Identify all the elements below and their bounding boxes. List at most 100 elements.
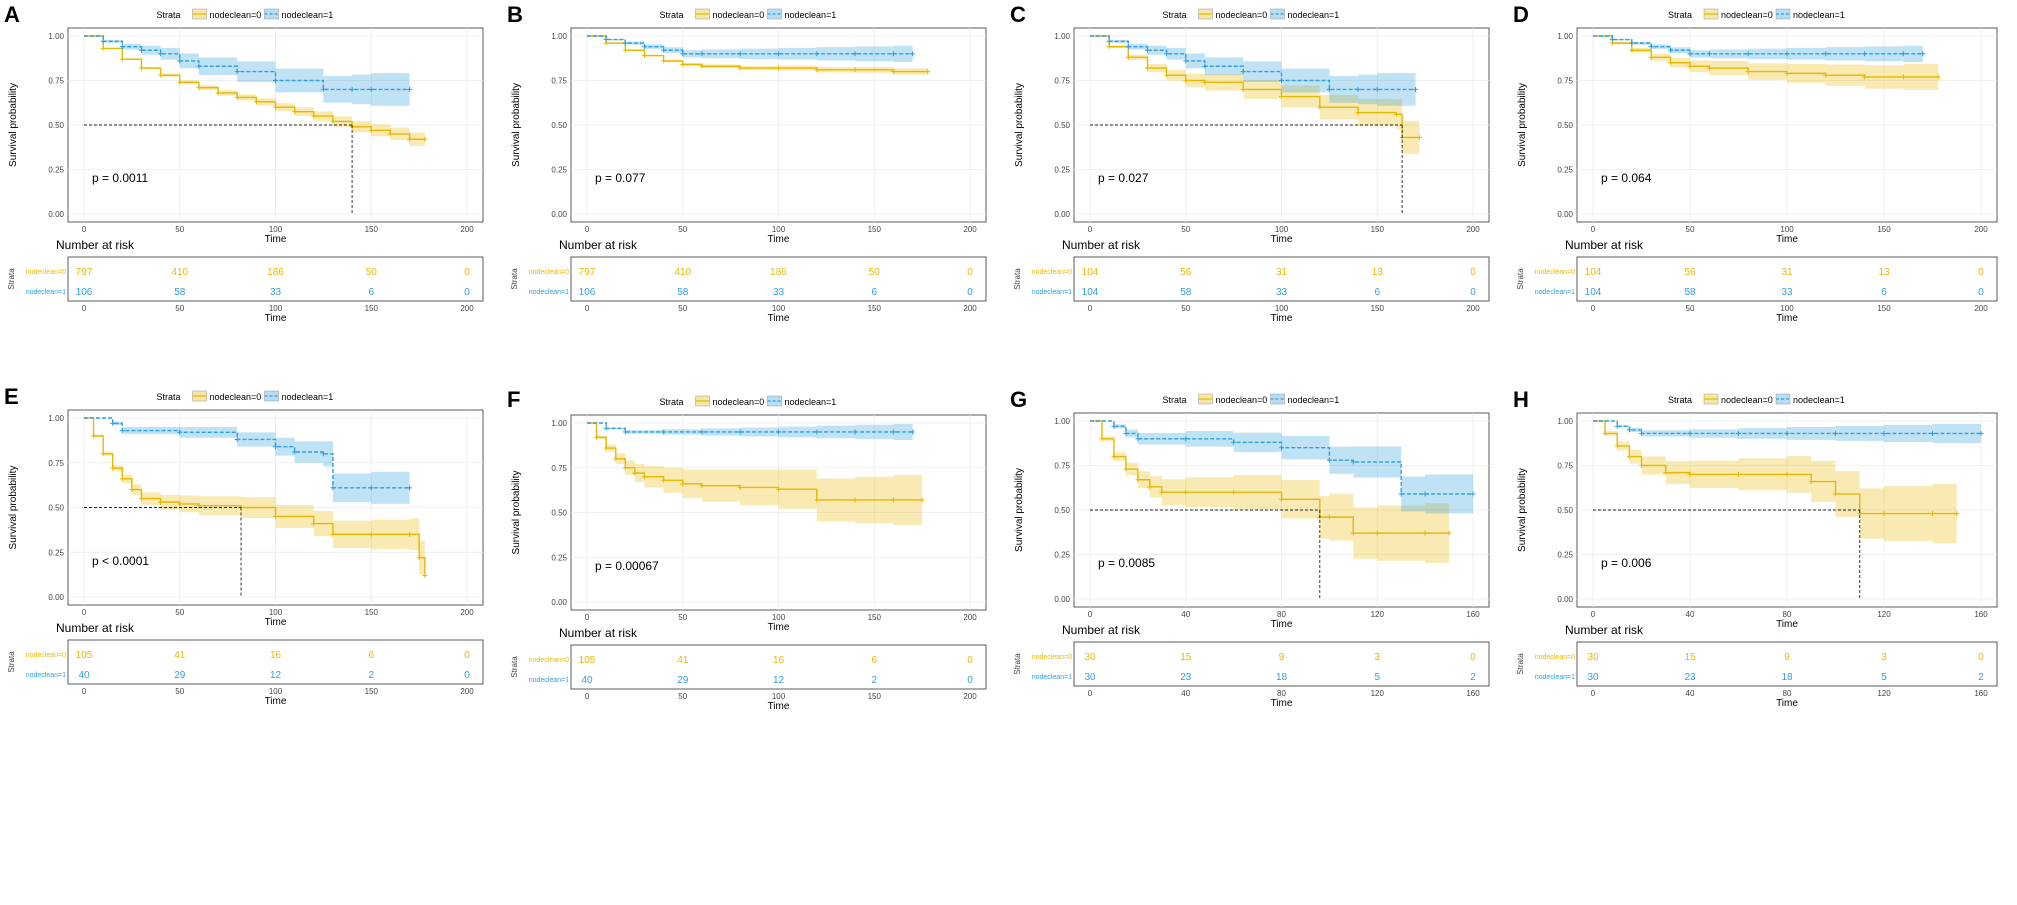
- survival-curve-1: [587, 35, 913, 55]
- risk-count: 0: [1978, 652, 1984, 663]
- legend-label-1: nodeclean=1: [282, 392, 334, 402]
- legend-label-0: nodeclean=0: [713, 397, 765, 407]
- risk-count: 9: [1784, 652, 1790, 663]
- y-tick-label: 1.00: [48, 414, 64, 423]
- risk-count: 0: [1470, 287, 1476, 298]
- p-value: p = 0.077: [595, 171, 646, 185]
- y-tick-label: 0.00: [48, 593, 64, 602]
- x-tick-label: 0: [1088, 610, 1093, 619]
- risk-count: 186: [770, 267, 787, 278]
- y-tick-label: 0.00: [1054, 210, 1070, 219]
- panel-letter: E: [4, 384, 19, 409]
- x-tick-label: 200: [1974, 225, 1988, 234]
- y-tick-label: 1.00: [1557, 417, 1573, 426]
- risk-y-label: Strata: [1013, 653, 1022, 675]
- x-tick-label: 100: [269, 608, 283, 617]
- risk-table: [1073, 256, 1490, 302]
- risk-count: 0: [464, 670, 470, 681]
- x-axis-label: Time: [265, 234, 287, 245]
- risk-x-tick-label: 80: [1277, 689, 1286, 698]
- risk-x-tick-label: 200: [1974, 304, 1988, 313]
- legend-title: Strata: [660, 10, 684, 20]
- risk-x-tick-label: 0: [1591, 304, 1596, 313]
- risk-count: 0: [1470, 267, 1476, 278]
- x-axis-label: Time: [1776, 234, 1798, 245]
- x-tick-label: 200: [1466, 225, 1480, 234]
- risk-y-label: Strata: [510, 268, 519, 290]
- x-tick-label: 80: [1277, 610, 1286, 619]
- y-tick-label: 1.00: [1054, 32, 1070, 41]
- risk-count: 13: [1372, 267, 1384, 278]
- risk-title: Number at risk: [1062, 623, 1141, 637]
- ci-band-1: [1090, 421, 1473, 516]
- y-tick-label: 0.50: [48, 121, 64, 130]
- x-tick-label: 50: [678, 613, 687, 622]
- risk-count: 30: [1587, 652, 1599, 663]
- risk-table: [1073, 641, 1490, 687]
- y-tick-label: 0.50: [551, 121, 567, 130]
- risk-count: 797: [579, 267, 596, 278]
- y-tick-label: 0.75: [1054, 77, 1070, 86]
- risk-count: 56: [1180, 267, 1192, 278]
- risk-x-tick-label: 160: [1974, 689, 1988, 698]
- legend-label-0: nodeclean=0: [713, 10, 765, 20]
- y-tick-label: 1.00: [1557, 32, 1573, 41]
- risk-count: 33: [270, 287, 282, 298]
- y-tick-label: 0.50: [551, 509, 567, 518]
- x-tick-label: 160: [1974, 610, 1988, 619]
- y-tick-label: 0.00: [551, 210, 567, 219]
- y-tick-label: 0.00: [1557, 210, 1573, 219]
- x-tick-label: 40: [1686, 610, 1695, 619]
- legend-title: Strata: [1668, 395, 1692, 405]
- risk-x-tick-label: 120: [1371, 689, 1385, 698]
- risk-count: 23: [1684, 672, 1696, 683]
- ci-band-0: [1090, 421, 1450, 566]
- risk-count: 2: [1978, 672, 1984, 683]
- y-tick-label: 1.00: [551, 419, 567, 428]
- legend-label-1: nodeclean=1: [785, 397, 837, 407]
- risk-count: 105: [579, 655, 596, 666]
- y-axis-label: Survival probability: [511, 471, 522, 555]
- x-tick-label: 150: [365, 608, 379, 617]
- x-tick-label: 120: [1877, 610, 1891, 619]
- risk-row-label-0: nodeclean=0: [26, 652, 66, 659]
- risk-count: 0: [464, 287, 470, 298]
- risk-title: Number at risk: [559, 626, 638, 640]
- legend-label-1: nodeclean=1: [1793, 10, 1845, 20]
- risk-x-tick-label: 150: [868, 692, 882, 701]
- x-axis-label: Time: [1776, 619, 1798, 630]
- risk-count: 33: [773, 287, 785, 298]
- y-tick-label: 0.25: [1054, 166, 1070, 175]
- risk-count: 0: [464, 267, 470, 278]
- risk-title: Number at risk: [1565, 238, 1644, 252]
- risk-x-tick-label: 0: [1088, 689, 1093, 698]
- risk-x-tick-label: 0: [585, 304, 590, 313]
- legend: Strata nodeclean=0 nodeclean=1: [1668, 393, 1845, 405]
- ci-band-0: [1593, 421, 1957, 546]
- risk-table: [1576, 256, 1998, 302]
- x-axis-label: Time: [1271, 234, 1293, 245]
- legend: Strata nodeclean=0 nodeclean=1: [660, 8, 836, 20]
- x-tick-label: 150: [868, 225, 882, 234]
- risk-table: [67, 256, 484, 302]
- risk-row-label-0: nodeclean=0: [529, 269, 569, 276]
- risk-count: 2: [871, 675, 877, 686]
- risk-count: 9: [1279, 652, 1285, 663]
- panel-letter: A: [4, 2, 20, 27]
- risk-count: 3: [1881, 652, 1887, 663]
- risk-title: Number at risk: [559, 238, 638, 252]
- risk-x-axis-label: Time: [265, 696, 287, 707]
- panel-letter: C: [1010, 2, 1026, 27]
- risk-count: 6: [871, 655, 877, 666]
- risk-count: 30: [1084, 672, 1096, 683]
- risk-count: 0: [967, 655, 973, 666]
- y-tick-label: 0.75: [1054, 462, 1070, 471]
- ci-band-1: [587, 36, 913, 63]
- risk-row-label-1: nodeclean=1: [26, 672, 66, 679]
- risk-count: 410: [674, 267, 691, 278]
- risk-count: 58: [174, 287, 186, 298]
- p-value: p = 0.027: [1098, 171, 1149, 185]
- panel-letter: D: [1513, 2, 1529, 27]
- risk-x-tick-label: 200: [460, 304, 474, 313]
